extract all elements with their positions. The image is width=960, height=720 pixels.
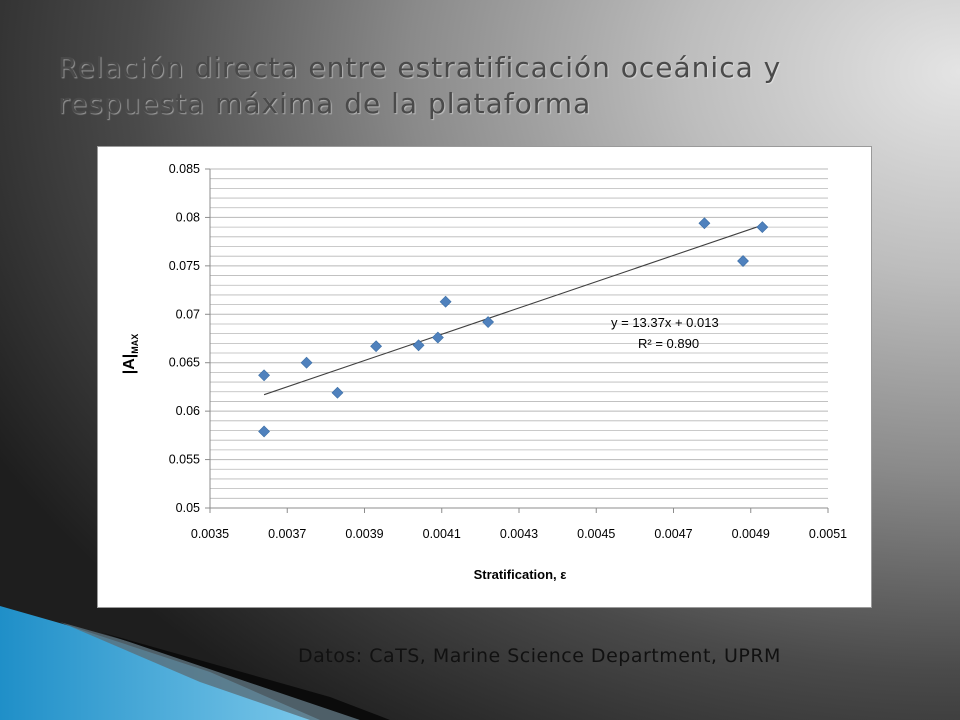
x-tick-label: 0.0045 bbox=[577, 527, 615, 541]
data-point bbox=[331, 386, 344, 399]
x-tick-label: 0.0041 bbox=[423, 527, 461, 541]
trendline-r-squared: R² = 0.890 bbox=[638, 336, 699, 351]
data-point bbox=[370, 340, 383, 353]
y-axis-title-sub: MAX bbox=[130, 334, 140, 354]
slide-title: Relación directa entre estratificación o… bbox=[58, 50, 938, 122]
x-tick-label: 0.0047 bbox=[654, 527, 692, 541]
data-point bbox=[439, 295, 452, 308]
y-tick-label: 0.07 bbox=[176, 307, 200, 321]
y-tick-label: 0.085 bbox=[169, 162, 200, 176]
y-tick-label: 0.055 bbox=[169, 453, 200, 467]
y-tick-label: 0.075 bbox=[169, 259, 200, 273]
data-point bbox=[482, 316, 495, 328]
y-axis-title-main: |A| bbox=[121, 354, 138, 375]
data-point bbox=[756, 221, 769, 234]
trendline bbox=[263, 224, 763, 396]
y-tick-label: 0.08 bbox=[176, 210, 200, 224]
y-tick-label: 0.06 bbox=[176, 404, 200, 418]
slide-title-line-1: Relación directa entre estratificación o… bbox=[58, 51, 782, 84]
x-axis-title: Stratification, ε bbox=[474, 567, 567, 582]
x-tick-label: 0.0049 bbox=[732, 527, 770, 541]
data-point bbox=[431, 331, 444, 344]
y-tick-label: 0.05 bbox=[176, 501, 200, 515]
y-axis-title: |A|MAX bbox=[121, 334, 140, 375]
x-tick-label: 0.0043 bbox=[500, 527, 538, 541]
svg-text:|A|MAX: |A|MAX bbox=[121, 334, 140, 375]
chart-svg: 0.085 0.08 0.075 0.07 0.065 0.06 0.055 0.05 0.00… bbox=[121, 162, 847, 582]
x-tick-label: 0.0039 bbox=[345, 527, 383, 541]
x-tick-label: 0.0037 bbox=[268, 527, 306, 541]
x-tick-label: 0.0035 bbox=[191, 527, 229, 541]
scatter-chart: 0.085 0.08 0.075 0.07 0.065 0.06 0.055 0.05 0.00… bbox=[97, 146, 872, 608]
data-point bbox=[258, 369, 270, 382]
data-point bbox=[698, 217, 711, 230]
slide-title-line-2: respuesta máxima de la plataforma bbox=[58, 87, 592, 120]
data-point bbox=[737, 255, 749, 267]
data-point bbox=[258, 425, 270, 438]
data-point bbox=[300, 356, 313, 369]
source-note: Datos: CaTS, Marine Science Department, … bbox=[298, 645, 781, 667]
y-tick-label: 0.065 bbox=[169, 356, 200, 370]
trendline-equation: y = 13.37x + 0.013 bbox=[611, 315, 719, 330]
data-point bbox=[412, 339, 425, 352]
x-tick-label: 0.0051 bbox=[809, 527, 847, 541]
